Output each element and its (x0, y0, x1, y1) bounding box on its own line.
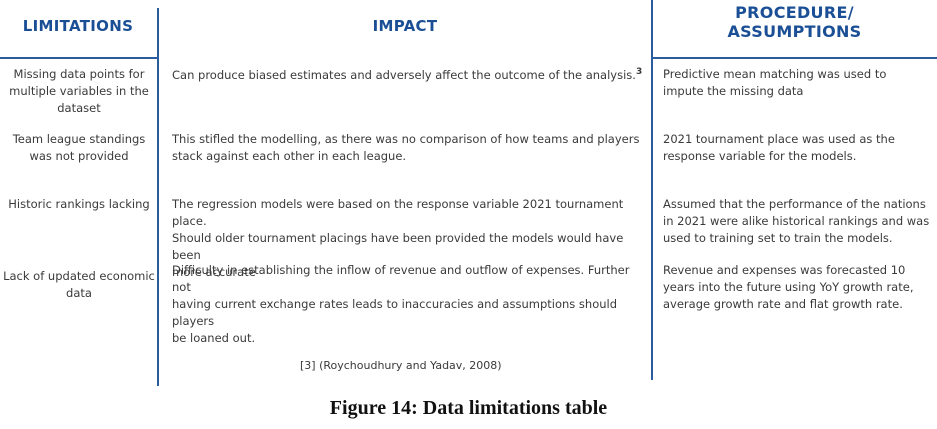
header-underline-right (651, 57, 937, 59)
row4-impact: Difficulty in establishing the inflow of… (172, 263, 630, 345)
row2-impact: This stifled the modelling, as there was… (172, 132, 640, 163)
row3-impact: The regression models were based on the … (172, 197, 624, 279)
header-impact: IMPACT (372, 17, 438, 35)
row4-procedure: Revenue and expenses was forecasted 10 y… (663, 263, 914, 311)
row3-procedure: Assumed that the performance of the nati… (663, 197, 930, 245)
row1-procedure: Predictive mean matching was used to imp… (663, 67, 887, 98)
header-procedure-line2: ASSUMPTIONS (727, 22, 862, 41)
footnote: [3] (Roychoudhury and Yadav, 2008) (300, 359, 502, 372)
figure-caption: Figure 14: Data limitations table (329, 397, 608, 419)
footnote-ref: 3 (635, 67, 643, 77)
row2-limitation: Team league standings was not provided (12, 132, 146, 163)
header-underline-left (0, 57, 158, 59)
column-divider-1 (157, 8, 159, 386)
header-procedure-line1: PROCEDURE/ (735, 3, 854, 22)
row4-limitation: Lack of updated economic data (3, 269, 155, 300)
row3-limitation: Historic rankings lacking (8, 197, 150, 211)
row2-procedure: 2021 tournament place was used as the re… (663, 132, 895, 163)
header-procedure: PROCEDURE/ ASSUMPTIONS (652, 3, 937, 41)
header-limitations: LIMITATIONS (22, 17, 134, 35)
row1-impact: Can produce biased estimates and adverse… (172, 67, 643, 82)
column-divider-2 (651, 0, 653, 380)
row1-limitation: Missing data points for multiple variabl… (9, 67, 149, 115)
